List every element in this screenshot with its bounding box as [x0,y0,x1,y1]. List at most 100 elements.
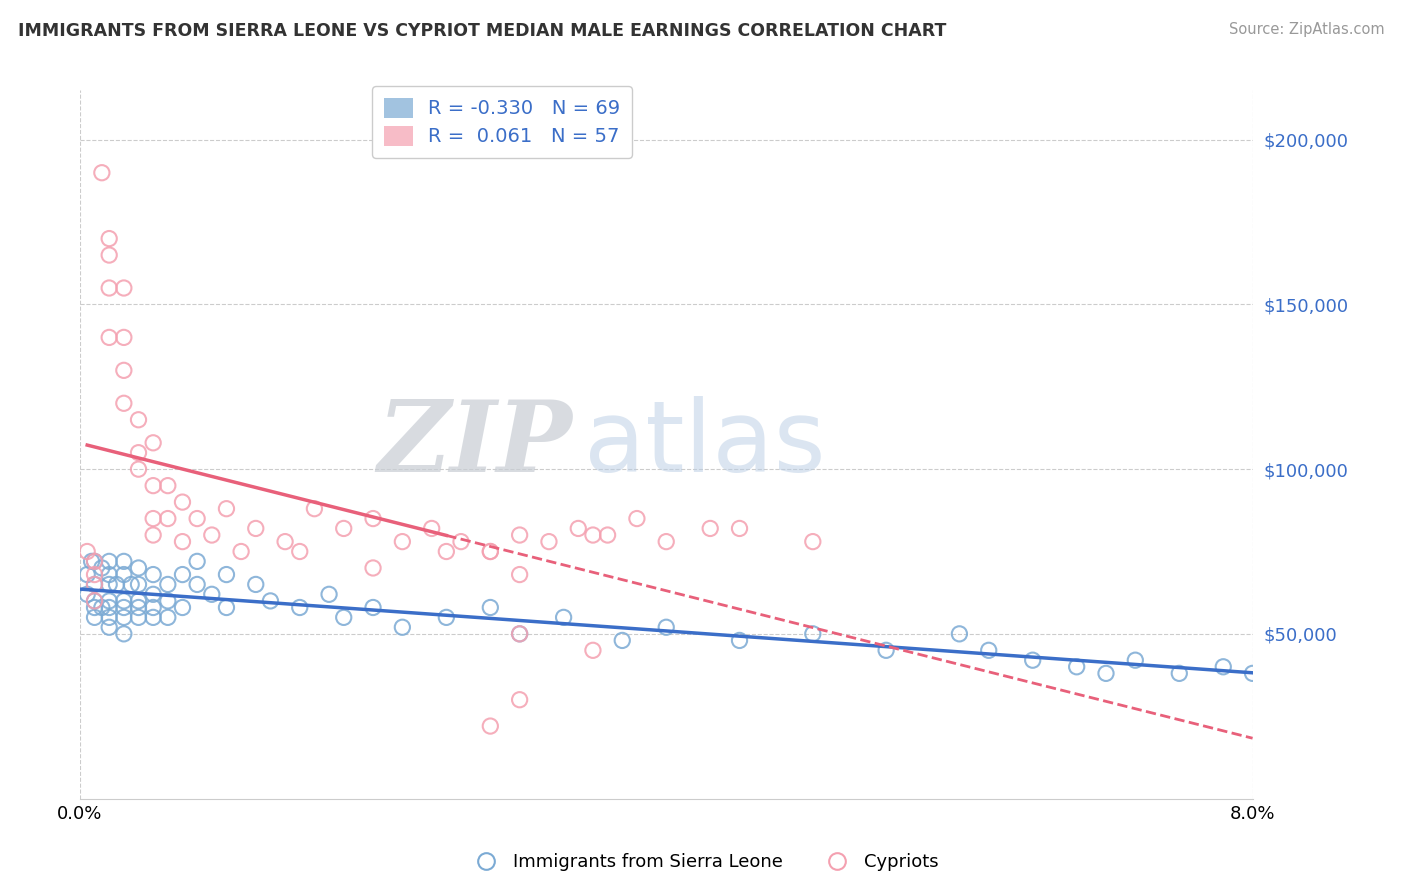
Point [509,528,531,542]
Point [699,521,721,535]
Point [112,594,135,608]
Point [229,544,252,558]
Point [479,600,502,615]
Point [537,534,560,549]
Point [128,561,150,575]
Point [274,534,297,549]
Point [83,577,105,591]
Point [1212,660,1234,674]
Point [98,231,121,245]
Point [288,600,311,615]
Point [83,577,105,591]
Point [434,544,457,558]
Point [142,511,165,525]
Point [112,396,135,410]
Point [112,610,135,624]
Point [215,501,238,516]
Point [90,561,112,575]
Point [582,528,605,542]
Point [142,528,165,542]
Point [98,600,121,615]
Point [1241,666,1264,681]
Point [83,554,105,568]
Text: Source: ZipAtlas.com: Source: ZipAtlas.com [1229,22,1385,37]
Point [76,587,98,601]
Point [105,577,128,591]
Point [332,521,354,535]
Point [801,627,824,641]
Point [112,567,135,582]
Point [98,567,121,582]
Point [172,567,194,582]
Point [977,643,1000,657]
Point [80,554,103,568]
Point [90,166,112,180]
Point [112,554,135,568]
Point [479,719,502,733]
Point [596,528,619,542]
Point [83,594,105,608]
Text: ZIP: ZIP [377,396,572,492]
Point [245,521,267,535]
Text: atlas: atlas [583,396,825,493]
Point [112,363,135,377]
Point [361,561,384,575]
Point [728,633,751,648]
Point [391,534,413,549]
Point [112,330,135,344]
Point [361,600,384,615]
Point [98,248,121,262]
Point [156,577,179,591]
Point [1095,666,1118,681]
Point [479,544,502,558]
Point [801,534,824,549]
Point [142,435,165,450]
Point [98,330,121,344]
Point [875,643,897,657]
Point [509,692,531,706]
Point [612,633,634,648]
Point [156,511,179,525]
Point [509,627,531,641]
Point [98,594,121,608]
Point [332,610,354,624]
Text: IMMIGRANTS FROM SIERRA LEONE VS CYPRIOT MEDIAN MALE EARNINGS CORRELATION CHART: IMMIGRANTS FROM SIERRA LEONE VS CYPRIOT … [18,22,946,40]
Point [186,554,208,568]
Point [128,462,150,476]
Point [142,478,165,492]
Point [1021,653,1043,667]
Point [201,528,224,542]
Point [98,554,121,568]
Point [434,610,457,624]
Point [83,600,105,615]
Point [948,627,970,641]
Legend: Immigrants from Sierra Leone, Cypriots: Immigrants from Sierra Leone, Cypriots [460,847,946,879]
Point [172,600,194,615]
Point [553,610,575,624]
Point [1066,660,1088,674]
Point [509,567,531,582]
Point [728,521,751,535]
Point [112,627,135,641]
Point [98,610,121,624]
Point [156,478,179,492]
Point [215,600,238,615]
Point [76,567,98,582]
Legend: R = -0.330   N = 69, R =  0.061   N = 57: R = -0.330 N = 69, R = 0.061 N = 57 [373,86,633,158]
Point [98,281,121,295]
Point [142,587,165,601]
Point [120,577,142,591]
Point [156,594,179,608]
Point [318,587,340,601]
Point [142,610,165,624]
Point [288,544,311,558]
Point [83,554,105,568]
Point [509,627,531,641]
Point [83,567,105,582]
Point [128,594,150,608]
Point [83,594,105,608]
Point [112,600,135,615]
Point [304,501,326,516]
Point [186,511,208,525]
Point [112,281,135,295]
